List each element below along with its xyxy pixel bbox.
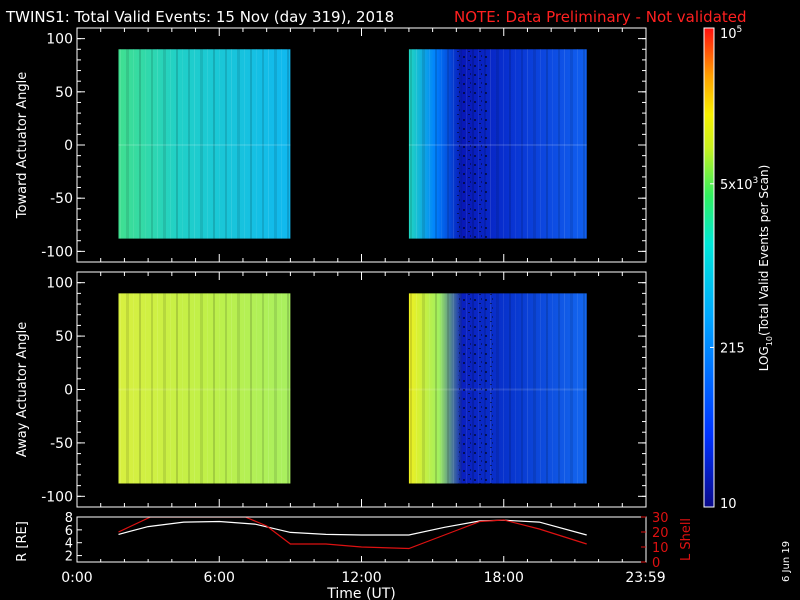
- figure-title: TWINS1: Total Valid Events: 15 Nov (day …: [5, 8, 394, 26]
- panel-frame: [76, 516, 647, 563]
- r-earth-line: [118, 519, 587, 536]
- y-tick-label: 0: [64, 138, 73, 154]
- toward-angle-panel: 100 50 0 -50 -100 Toward Actuator Angle: [15, 27, 647, 263]
- colorbar-label: LOG10(Total Valid Events per Scan): [757, 165, 774, 372]
- y-tick-label: 50: [55, 85, 73, 101]
- y-tick-label-right: 30: [652, 511, 669, 526]
- y-tick-label-right: 20: [652, 526, 669, 541]
- zero-angle-band: [118, 388, 291, 391]
- away-angle-panel: 100 50 0 -50 -100 Away Actuator Angle: [15, 271, 647, 508]
- colorbar: 105 5x103 215 10 LOG10(Total Valid Events pe…: [703, 25, 774, 512]
- colorbar-tick-label: 5x103: [720, 176, 758, 193]
- y-axis-label: Toward Actuator Angle: [15, 72, 30, 219]
- x-axis-label: Time (UT): [326, 586, 395, 600]
- y-tick-label: 100: [46, 276, 73, 292]
- x-tick-label: 0:00: [61, 570, 92, 586]
- y-tick-label: 4: [65, 537, 73, 552]
- colorbar-gradient: [704, 28, 714, 507]
- x-tick-label: 23:59: [625, 570, 665, 586]
- zero-angle-band: [408, 388, 587, 391]
- y-tick-label: 100: [46, 32, 73, 48]
- heatmap-streaks: [118, 293, 291, 484]
- y-tick-label-right: 10: [652, 541, 669, 556]
- x-tick-label: 6:00: [204, 570, 235, 586]
- y-tick-label: -50: [50, 191, 73, 207]
- side-date: 6 Jun 19: [781, 541, 792, 582]
- zero-angle-band: [118, 144, 291, 146]
- heatmap-streaks: [408, 49, 587, 239]
- y-tick-label: -50: [50, 436, 73, 452]
- x-tick-label: 12:00: [341, 570, 381, 586]
- y-tick-label: -100: [41, 244, 73, 260]
- y-tick-label-right: 0: [652, 556, 660, 571]
- heatmap-streaks: [408, 293, 587, 484]
- zero-angle-band: [408, 144, 587, 146]
- data-preliminary-note: NOTE: Data Preliminary - Not validated: [454, 8, 747, 26]
- colorbar-tick-label: 105: [720, 25, 742, 42]
- x-tick-label: 18:00: [484, 570, 524, 586]
- l-shell-line: [118, 517, 587, 550]
- colorbar-tick-label: 10: [720, 497, 737, 512]
- y-tick-label: 0: [64, 383, 73, 399]
- heatmap-dropout: [458, 293, 495, 484]
- y-tick-label: 50: [55, 329, 73, 345]
- y-tick-label: -100: [41, 489, 73, 505]
- y-tick-label: 2: [65, 550, 73, 565]
- y-axis-label-left: R [RE]: [15, 521, 30, 562]
- heatmap-streaks: [118, 49, 291, 239]
- colorbar-tick-label: 215: [720, 341, 745, 356]
- y-tick-label: 6: [65, 524, 73, 539]
- heatmap-dropout: [456, 49, 490, 239]
- y-axis-label-right: L Shell: [679, 518, 694, 561]
- colorbar-frame: [703, 27, 715, 508]
- y-axis-label: Away Actuator Angle: [15, 322, 30, 457]
- y-tick-label: 8: [65, 511, 73, 526]
